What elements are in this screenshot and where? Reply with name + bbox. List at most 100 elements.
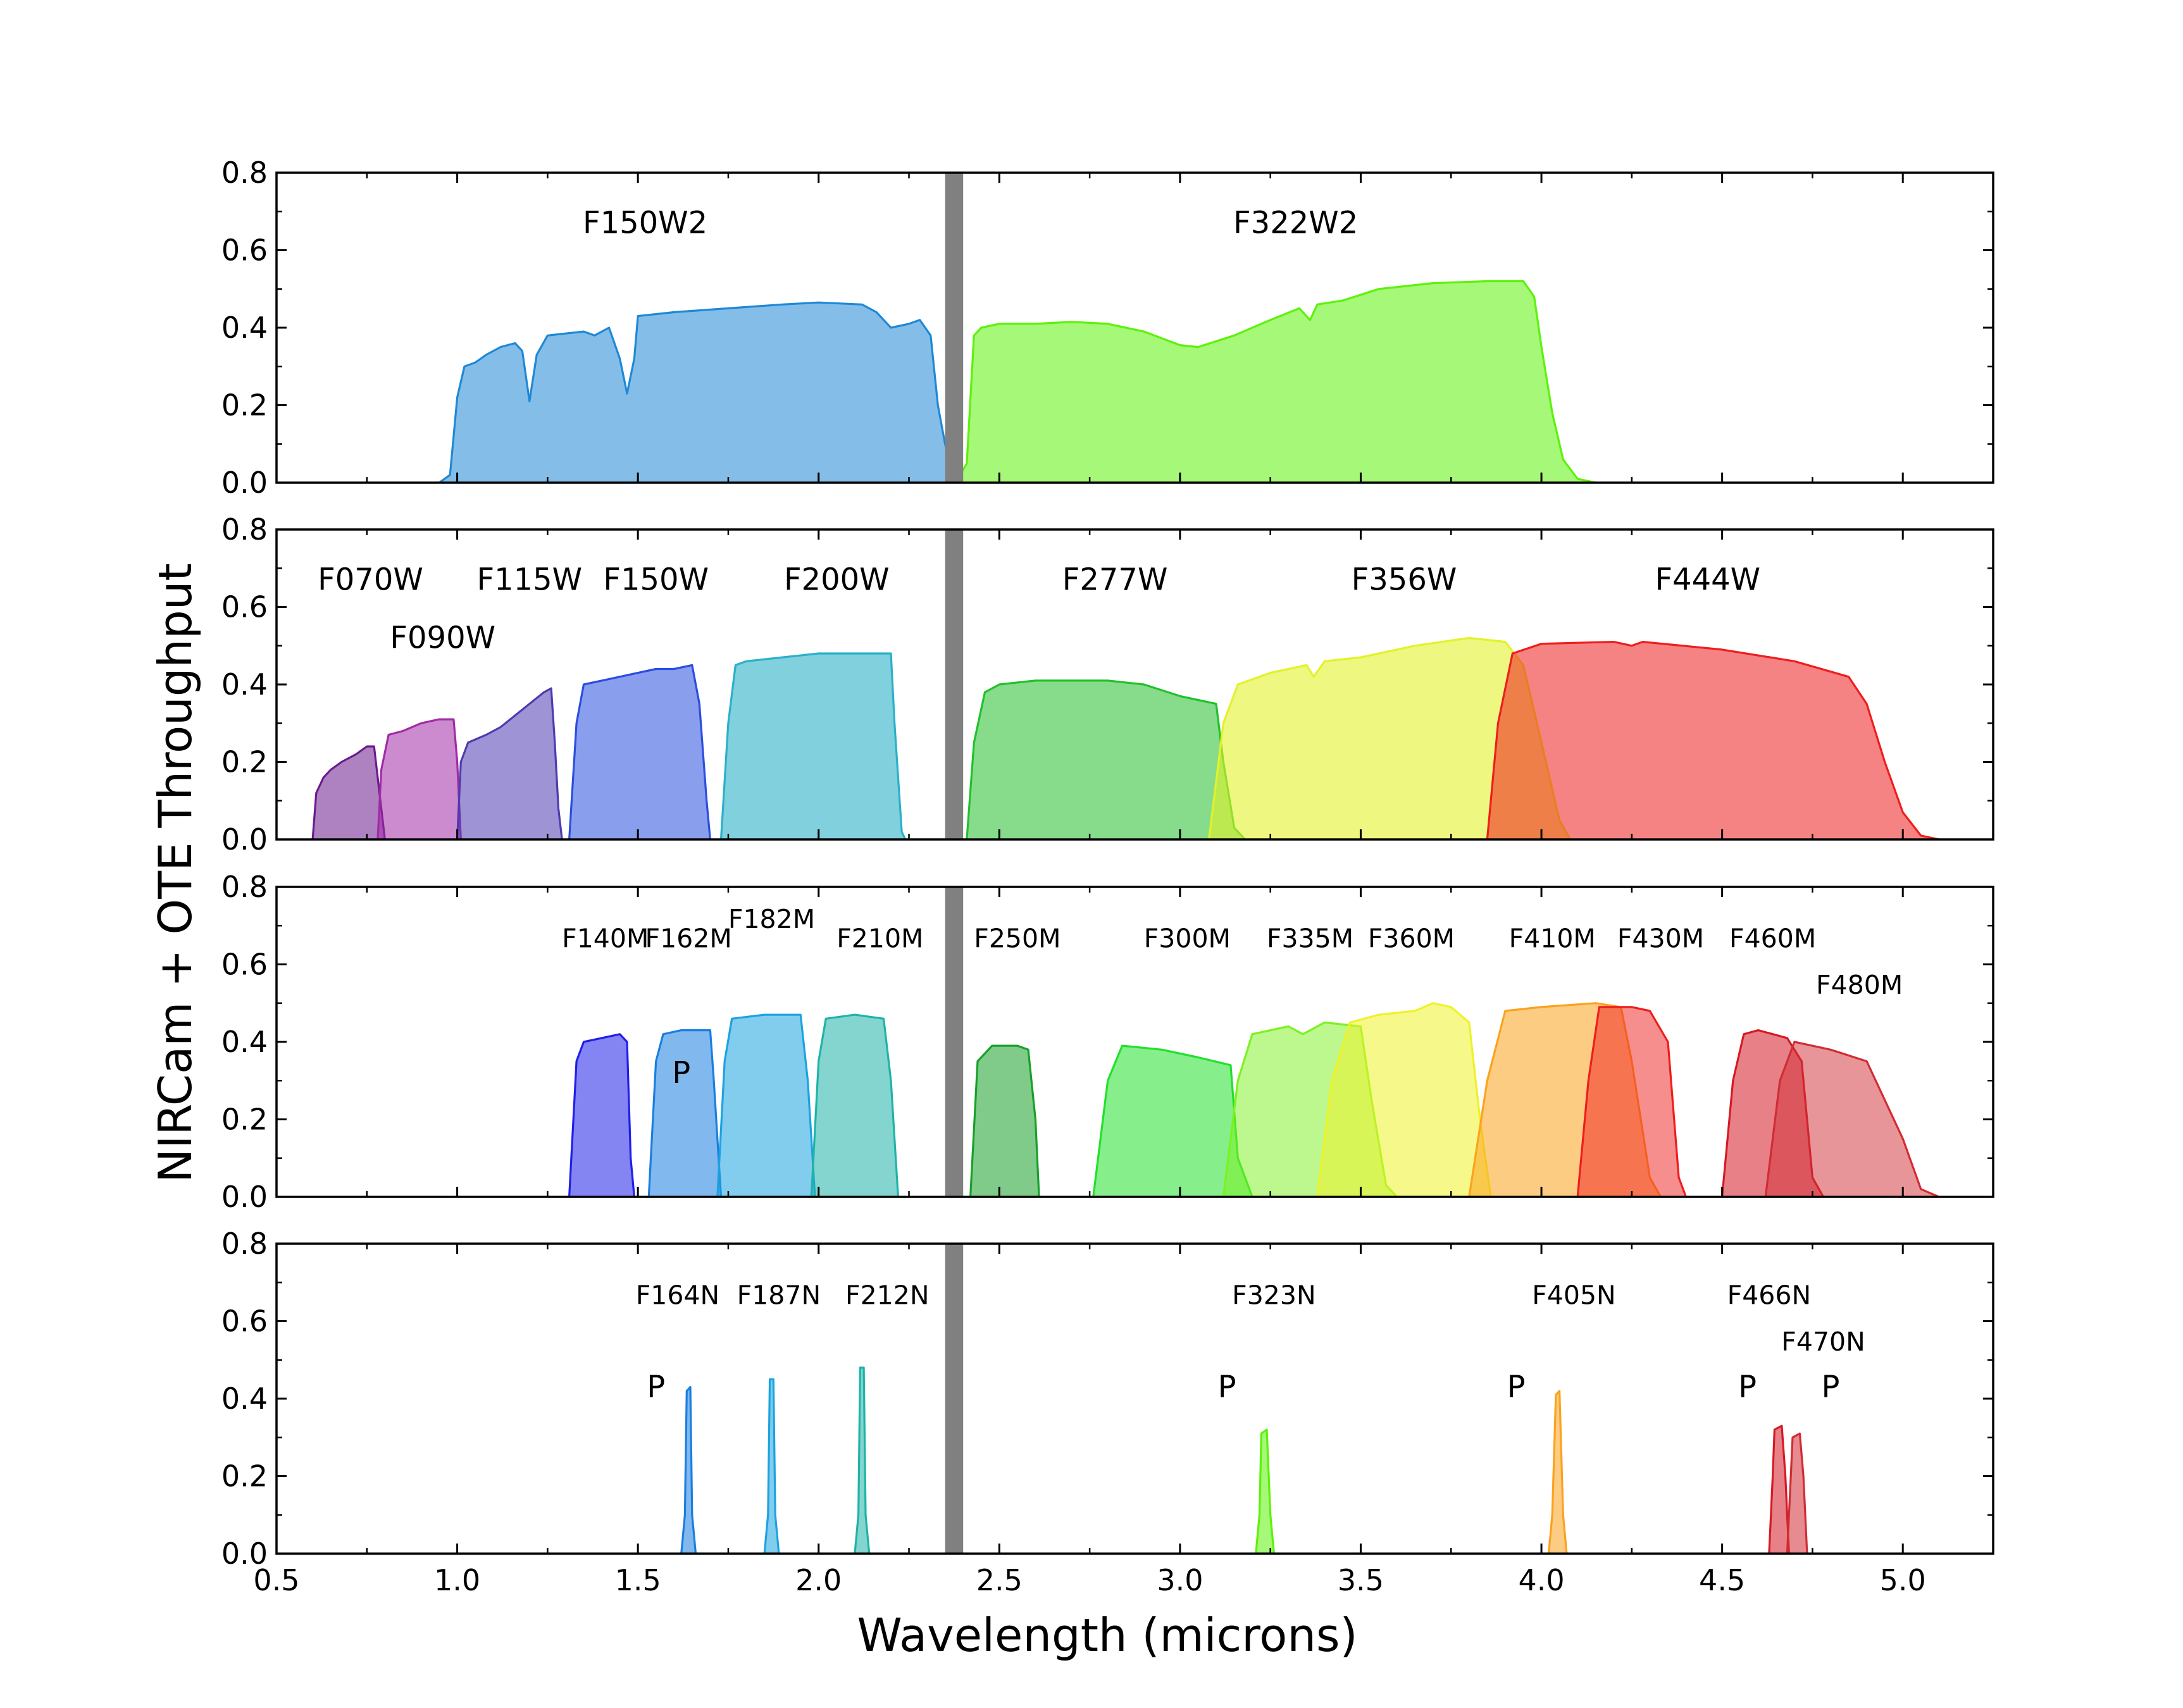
filter-f200w-fill [721, 653, 905, 839]
panel-plot-area [680, 1244, 1808, 1554]
filter-f480m-curve [1764, 1041, 1939, 1197]
filter-label-f182m: F182M [728, 904, 815, 934]
y-tick-label: 0.4 [221, 667, 268, 702]
dichroic-band [945, 1244, 964, 1554]
filter-label-f405n: F405N [1532, 1280, 1616, 1311]
filter-label-f470n: F470N [1781, 1327, 1865, 1357]
y-tick-label: 0.4 [221, 311, 268, 345]
x-tick-label: 3.5 [1338, 1563, 1384, 1597]
filter-f444w-fill [1487, 641, 1939, 839]
filter-label-f070w: F070W [318, 562, 423, 598]
filter-f405n-curve [1547, 1390, 1568, 1554]
filter-f444w-curve [1486, 641, 1939, 839]
filter-label-f140m: F140M [562, 924, 649, 954]
filter-f322w2-curve [955, 280, 1596, 483]
panel-plot-area [311, 529, 1939, 839]
filter-f277w-fill [966, 680, 1245, 839]
filter-f200w-curve [719, 652, 907, 839]
y-tick-label: 0.0 [221, 822, 268, 857]
panel-plot-area [568, 887, 1939, 1197]
filter-f470n-curve [1786, 1432, 1808, 1554]
y-tick-label: 0.0 [221, 1537, 268, 1571]
filter-label-f212n: F212N [845, 1280, 930, 1311]
y-tick-label: 0.0 [221, 1180, 268, 1214]
filter-label-f323n: F323N [1232, 1280, 1316, 1311]
filter-f090w-fill [377, 719, 461, 839]
filter-label-f480m: F480M [1816, 970, 1903, 1000]
filter-f070w-curve [311, 745, 386, 839]
y-tick-label: 0.8 [221, 1227, 268, 1261]
filter-label-f356w: F356W [1352, 562, 1457, 598]
panel-narrow: 0.0 0.2 0.4 0.6 0.8 0.5 1.0 1.5 2.0 2.5 3.0 3.5 4.0 4… [221, 1227, 1994, 1597]
filter-f162m-curve [647, 1029, 723, 1197]
y-tick-label: 0.8 [221, 156, 268, 190]
x-tick-label: 1.5 [615, 1563, 661, 1597]
filter-f360m-curve [1316, 1002, 1492, 1197]
dichroic-band [945, 529, 964, 839]
y-tick-label: 0.8 [221, 870, 268, 904]
pupil-marker: P [1218, 1370, 1236, 1405]
filter-label-f200w: F200W [784, 562, 890, 598]
filter-label-f150w2: F150W2 [583, 206, 707, 241]
filter-f164n-fill [681, 1387, 696, 1554]
filter-label-f164n: F164N [636, 1280, 720, 1311]
y-tick-label: 0.2 [221, 1459, 268, 1494]
y-tick-label: 0.4 [221, 1382, 268, 1416]
filter-label-f250m: F250M [974, 924, 1060, 954]
dichroic-band [945, 173, 964, 483]
filter-f300m-fill [1093, 1046, 1253, 1197]
filter-f090w-curve [376, 718, 462, 839]
filter-f150w-curve [568, 664, 711, 839]
filter-f182m-curve [716, 1013, 816, 1197]
filter-label-f300m: F300M [1144, 924, 1231, 954]
x-tick-label: 0.5 [253, 1563, 299, 1597]
pupil-marker: P [1738, 1370, 1757, 1405]
x-tick-label: 4.5 [1699, 1563, 1745, 1597]
filter-f162m-fill [649, 1030, 721, 1197]
y-tick-label: 0.4 [221, 1025, 268, 1059]
filter-label-f466n: F466N [1727, 1280, 1812, 1311]
filter-f140m-fill [569, 1034, 635, 1197]
filter-f323n-fill [1255, 1430, 1274, 1554]
filter-f356w-fill [1209, 638, 1570, 839]
filter-f323n-curve [1255, 1428, 1275, 1554]
filter-f187n-curve [763, 1378, 780, 1554]
x-tick-label: 2.0 [795, 1563, 842, 1597]
filter-f187n-fill [764, 1379, 779, 1554]
y-tick-label: 0.6 [221, 590, 268, 624]
filter-label-f460m: F460M [1729, 924, 1816, 954]
filter-f212n-fill [854, 1368, 869, 1554]
filter-f140m-curve [568, 1033, 635, 1197]
filter-label-f444w: F444W [1655, 562, 1760, 598]
filter-label-f360m: F360M [1368, 924, 1455, 954]
pupil-marker: P [647, 1370, 665, 1405]
x-tick-label: 3.0 [1157, 1563, 1203, 1597]
filter-label-f150w: F150W [603, 562, 709, 598]
y-tick-label: 0.8 [221, 512, 268, 547]
pupil-marker: P [1822, 1370, 1840, 1405]
filter-f150w2-curve [438, 301, 961, 483]
filter-f430m-fill [1577, 1006, 1686, 1197]
pupil-marker: P [1507, 1370, 1526, 1405]
y-tick-label: 0.6 [221, 233, 268, 268]
panel-extra-wide: 0.0 0.2 0.4 0.6 0.8 F150W2 F322W2 [221, 156, 1994, 500]
x-tick-label: 5.0 [1880, 1563, 1926, 1597]
filter-f466n-curve [1768, 1425, 1790, 1554]
y-tick-label: 0.0 [221, 466, 268, 500]
filter-f182m-fill [717, 1015, 815, 1197]
filter-f115w-curve [456, 687, 563, 839]
y-tick-label: 0.6 [221, 1304, 268, 1339]
y-tick-label: 0.2 [221, 1103, 268, 1137]
filter-f150w-fill [569, 665, 711, 839]
filter-f164n-curve [680, 1386, 697, 1554]
filter-label-f277w: F277W [1062, 562, 1168, 598]
filter-label-f322w2: F322W2 [1233, 206, 1358, 241]
filter-label-f115w: F115W [476, 562, 582, 598]
filter-f212n-curve [854, 1366, 871, 1554]
filter-f150w2-fill [439, 302, 960, 483]
y-axis-title: NIRCam + OTE Throughput [149, 563, 202, 1182]
x-axis-title: Wavelength (microns) [857, 1609, 1357, 1662]
filter-f250m-curve [969, 1044, 1040, 1197]
